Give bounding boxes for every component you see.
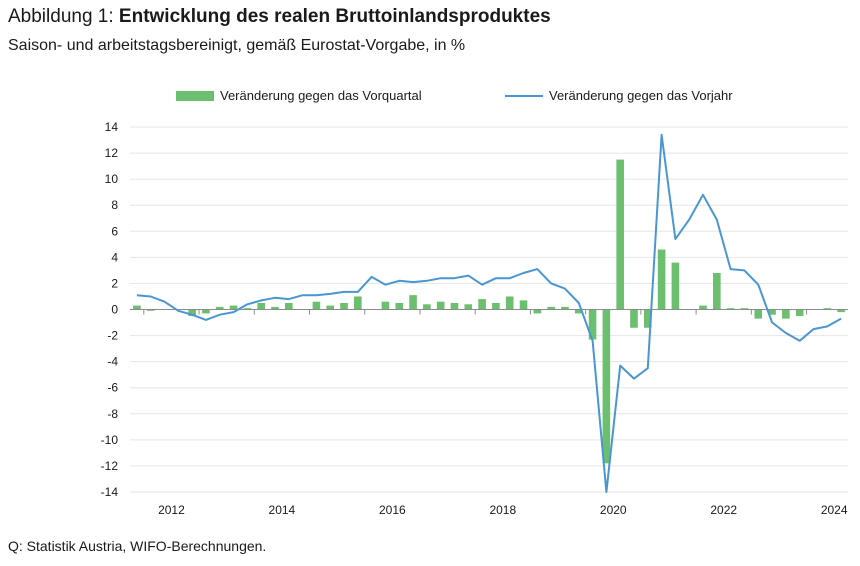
bar-vorquartal [754,309,763,319]
bar-vorquartal [229,305,238,310]
y-tick-label: 14 [105,120,119,134]
y-tick-label: -4 [107,355,118,369]
y-tick-label: 2 [111,276,118,290]
x-tick-label: 2020 [600,503,627,517]
y-tick-label: -8 [107,407,118,421]
bar-vorquartal [243,308,252,310]
bar-vorquartal [326,305,335,310]
bar-vorquartal [271,306,279,310]
bar-vorquartal [602,309,611,464]
bar-vorquartal [574,309,583,314]
x-tick-label: 2016 [379,503,406,517]
bar-vorquartal [713,273,721,310]
y-tick-label: -6 [107,381,118,395]
bar-vorquartal [492,302,500,310]
bar-vorquartal [837,309,845,313]
bar-vorquartal [450,302,459,310]
bar-vorquartal [740,308,749,310]
chart-subtitle: Saison- und arbeitstagsbereinigt, gemäß … [8,37,466,54]
legend-swatch-bar [176,90,214,101]
bar-vorquartal [312,301,321,310]
source-note: Q: Statistik Austria, WIFO-Berechnungen. [8,538,267,554]
bar-vorquartal [768,309,776,315]
bar-vorquartal [423,304,431,310]
bar-vorquartal [726,308,735,310]
bar-vorquartal [464,304,473,310]
bar-vorquartal [202,309,210,314]
bar-vorquartal [409,295,417,310]
y-tick-label: 8 [111,198,118,212]
chart-title: Abbildung 1: Entwicklung des realen Brut… [8,6,551,28]
bar-vorquartal [284,302,293,310]
bar-vorquartal [505,296,514,310]
bar-vorquartal [630,309,638,328]
bar-vorquartal [533,309,542,314]
legend-item-vorjahr: Veränderung gegen das Vorjahr [505,88,733,103]
bar-vorquartal [782,309,790,319]
bar-vorquartal [478,299,486,310]
y-tick-label: -10 [101,433,119,447]
x-tick-label: 2022 [710,503,737,517]
bar-vorquartal [699,305,707,310]
x-tick-label: 2014 [269,503,296,517]
bar-vorquartal [795,309,804,317]
bar-vorquartal [547,306,555,310]
bar-vorquartal [257,302,265,310]
legend-swatch-line [505,94,543,97]
y-tick-label: 10 [105,172,119,186]
bar-vorquartal [671,262,680,310]
x-tick-label: 2018 [489,503,516,517]
bar-vorquartal [436,301,445,310]
bar-vorquartal [188,309,196,317]
bar-vorquartal [133,305,141,310]
bar-vorquartal [395,302,404,310]
bar-vorquartal [340,302,348,310]
legend-item-vorquartal: Veränderung gegen das Vorquartal [176,88,422,103]
bar-vorquartal [616,159,624,310]
bar-vorquartal [519,300,528,310]
x-tick-label: 2012 [158,503,185,517]
x-tick-label: 2024 [821,503,848,517]
line-vorjahr [136,133,842,493]
bar-vorquartal [215,306,224,310]
legend-label-vorquartal: Veränderung gegen das Vorquartal [220,88,422,103]
title-main: Entwicklung des realen Bruttoinlandsprod… [118,6,551,27]
legend-label-vorjahr: Veränderung gegen das Vorjahr [549,88,733,103]
bar-vorquartal [354,296,362,310]
y-tick-label: 12 [105,146,119,160]
bar-vorquartal [146,309,155,311]
y-tick-label: 6 [111,224,118,238]
y-tick-label: 0 [111,303,118,317]
y-tick-label: 4 [111,250,118,264]
y-tick-label: -14 [101,485,119,499]
bar-vorquartal [561,306,569,310]
bar-vorquartal [643,309,652,328]
bar-vorquartal [588,309,597,340]
y-tick-label: -2 [107,329,118,343]
bar-vorquartal [657,249,666,310]
title-prefix: Abbildung 1: [8,6,119,27]
bar-vorquartal [381,301,390,310]
y-tick-label: -12 [101,459,119,473]
bar-vorquartal [823,308,832,310]
chart-legend: Veränderung gegen das Vorquartal Verände… [0,88,860,108]
